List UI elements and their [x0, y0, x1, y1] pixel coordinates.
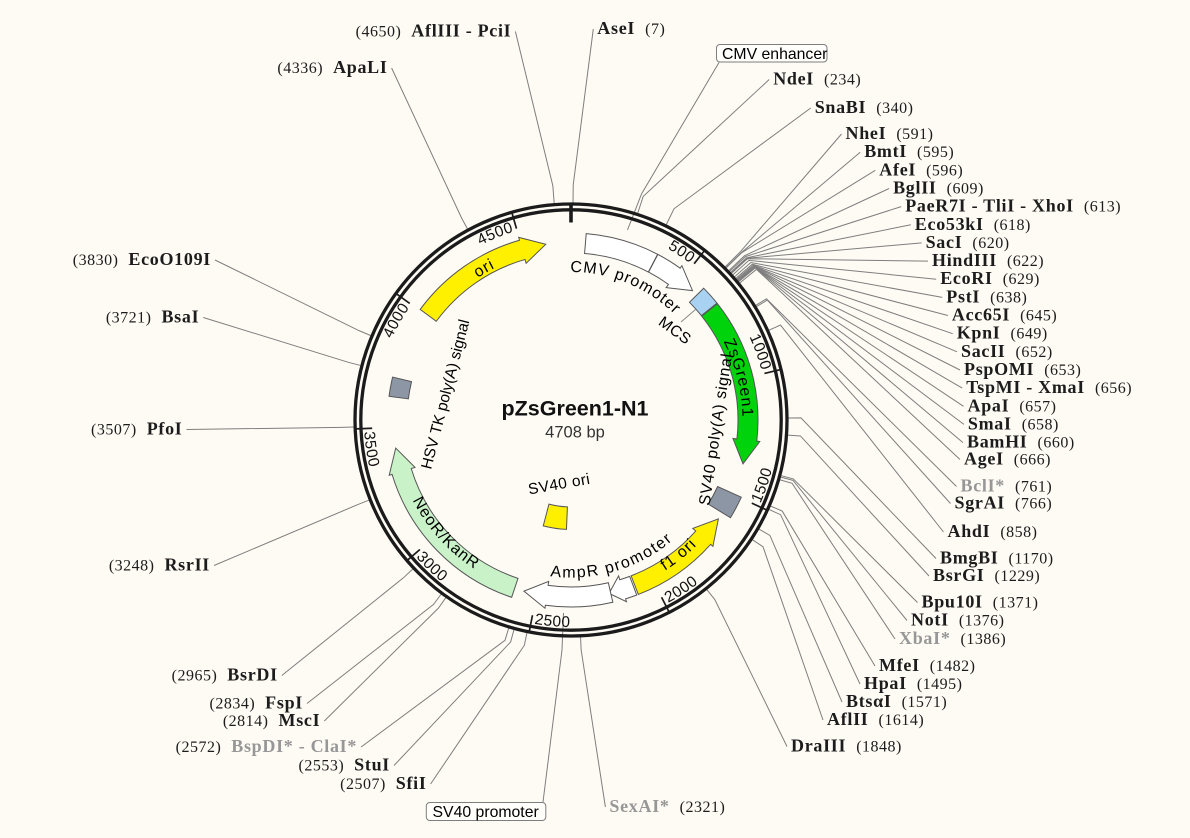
svg-text:(2553)StuI: (2553) StuI [299, 755, 390, 775]
svg-text:(4650)AflIII - PciI: (4650) AflIII - PciI [356, 21, 512, 41]
svg-text:4708 bp: 4708 bp [545, 424, 605, 442]
svg-text:(2507)SfiI: (2507) SfiI [340, 773, 426, 793]
svg-text:2500: 2500 [533, 611, 570, 631]
svg-text:CMV enhancer: CMV enhancer [722, 46, 827, 63]
svg-text:SnaBI(340): SnaBI (340) [815, 97, 914, 117]
svg-text:HindIII(622): HindIII (622) [932, 250, 1044, 270]
svg-text:BamHI(660): BamHI (660) [967, 432, 1075, 452]
svg-text:3500: 3500 [360, 431, 382, 469]
svg-text:(3830)EcoO109I: (3830) EcoO109I [73, 249, 211, 269]
svg-text:DraIII(1848): DraIII (1848) [791, 736, 902, 756]
svg-text:(2572)BspDI* - ClaI*: (2572) BspDI* - ClaI* [176, 736, 357, 756]
svg-text:(3507)PfoI: (3507) PfoI [91, 419, 182, 439]
svg-text:BmgBI(1170): BmgBI (1170) [940, 548, 1054, 568]
svg-text:Bpu10I(1371): Bpu10I (1371) [922, 592, 1039, 612]
svg-text:Acc65I(645): Acc65I (645) [952, 305, 1057, 325]
svg-text:EcoRI(629): EcoRI (629) [940, 268, 1040, 288]
svg-text:TspMI - XmaI(656): TspMI - XmaI (656) [966, 377, 1132, 397]
svg-text:SV40 promoter: SV40 promoter [433, 804, 539, 821]
svg-text:SgrAI(766): SgrAI (766) [955, 493, 1053, 513]
svg-text:PspOMI(653): PspOMI (653) [964, 359, 1081, 379]
svg-text:(4336)ApaLI: (4336) ApaLI [277, 57, 387, 77]
svg-text:pZsGreen1-N1: pZsGreen1-N1 [502, 397, 649, 421]
svg-text:PaeR7I - TliI - XhoI(613): PaeR7I - TliI - XhoI (613) [905, 196, 1121, 216]
svg-text:Eco53kI(618): Eco53kI (618) [915, 214, 1031, 234]
svg-text:AseI(7): AseI (7) [597, 18, 665, 38]
svg-text:SexAI*(2321): SexAI* (2321) [609, 796, 725, 816]
